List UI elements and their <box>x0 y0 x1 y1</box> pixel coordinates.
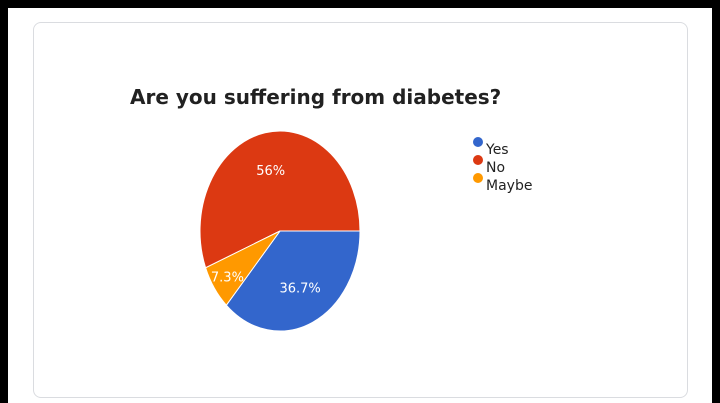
legend-label-maybe: Maybe <box>486 178 532 194</box>
pie-slice-yes <box>225 230 361 332</box>
pie-slice-maybe <box>205 230 281 306</box>
slice-labels: 36.7% 56% 7.3% <box>211 164 321 297</box>
chart-legend: Yes No Maybe <box>473 137 532 194</box>
legend-label-yes: Yes <box>485 142 509 158</box>
pie-chart: Are you suffering from diabetes? 36.7% 56… <box>130 85 532 332</box>
chart-card <box>33 22 688 398</box>
slice-label-no: 56% <box>256 164 285 179</box>
slice-label-maybe: 7.3% <box>211 271 244 286</box>
legend-swatch-yes <box>473 137 483 147</box>
legend-swatch-maybe <box>473 173 483 183</box>
pie-slices <box>199 130 361 332</box>
legend-label-no: No <box>486 160 505 176</box>
chart-title: Are you suffering from diabetes? <box>130 85 501 109</box>
screenshot-frame: Are you suffering from diabetes? 36.7% 56… <box>8 8 712 403</box>
legend-swatch-no <box>473 155 483 165</box>
slice-label-yes: 36.7% <box>279 282 320 297</box>
pie-slice-no <box>199 130 361 269</box>
